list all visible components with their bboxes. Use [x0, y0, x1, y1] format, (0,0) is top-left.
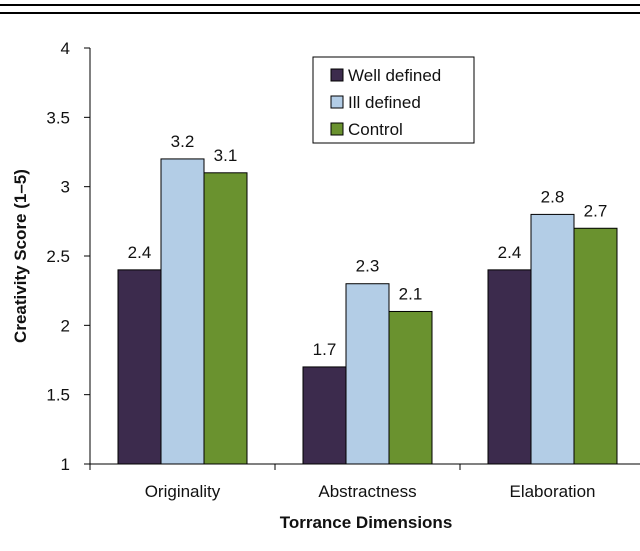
bar-ill-defined-elaboration: [530, 213, 575, 465]
labels-layer: 2.4 3.2 3.1 Originality 1.7 2.3 2.1 Abstractnes…: [46, 39, 607, 501]
bar-ill-defined-originality: [160, 158, 205, 465]
bar-well-defined-elaboration: [487, 269, 532, 465]
y-tick-label: 2.5: [46, 247, 70, 266]
legend-swatch: [330, 122, 344, 136]
bar-control-abstractness: [388, 310, 433, 465]
bar-control-originality: [203, 172, 248, 465]
x-tick-label: Abstractness: [318, 482, 416, 501]
bar-control-elaboration: [573, 227, 618, 465]
data-label: 3.1: [214, 146, 238, 165]
legend-swatch: [330, 68, 344, 82]
y-tick-label: 3: [61, 178, 70, 197]
legend: Well defined Ill defined Control: [312, 56, 475, 144]
bar-well-defined-abstractness: [302, 366, 347, 465]
y-tick-label: 3.5: [46, 108, 70, 127]
bar-well-defined-originality: [117, 269, 162, 465]
data-label: 1.7: [313, 340, 337, 359]
bars-layer: [117, 158, 618, 465]
axes-layer: [84, 47, 640, 470]
data-label: 2.3: [356, 257, 380, 276]
bar-ill-defined-abstractness: [345, 283, 390, 465]
y-tick-label: 4: [61, 39, 70, 58]
top-rule: [0, 4, 640, 14]
legend-label: Ill defined: [348, 93, 421, 112]
x-tick-label: Elaboration: [509, 482, 595, 501]
x-axis-title: Torrance Dimensions: [280, 513, 453, 532]
y-tick-label: 1: [61, 455, 70, 474]
legend-swatch: [330, 95, 344, 109]
y-tick-label: 1.5: [46, 386, 70, 405]
legend-label: Well defined: [348, 66, 441, 85]
y-tick-label: 2: [61, 316, 70, 335]
data-label: 2.1: [399, 284, 423, 303]
data-label: 2.7: [584, 201, 608, 220]
data-label: 2.8: [541, 187, 565, 206]
data-label: 2.4: [128, 243, 152, 262]
legend-label: Control: [348, 120, 403, 139]
data-label: 3.2: [171, 132, 195, 151]
y-axis-title: Creativity Score (1–5): [11, 169, 30, 343]
x-tick-label: Originality: [145, 482, 221, 501]
data-label: 2.4: [498, 243, 522, 262]
